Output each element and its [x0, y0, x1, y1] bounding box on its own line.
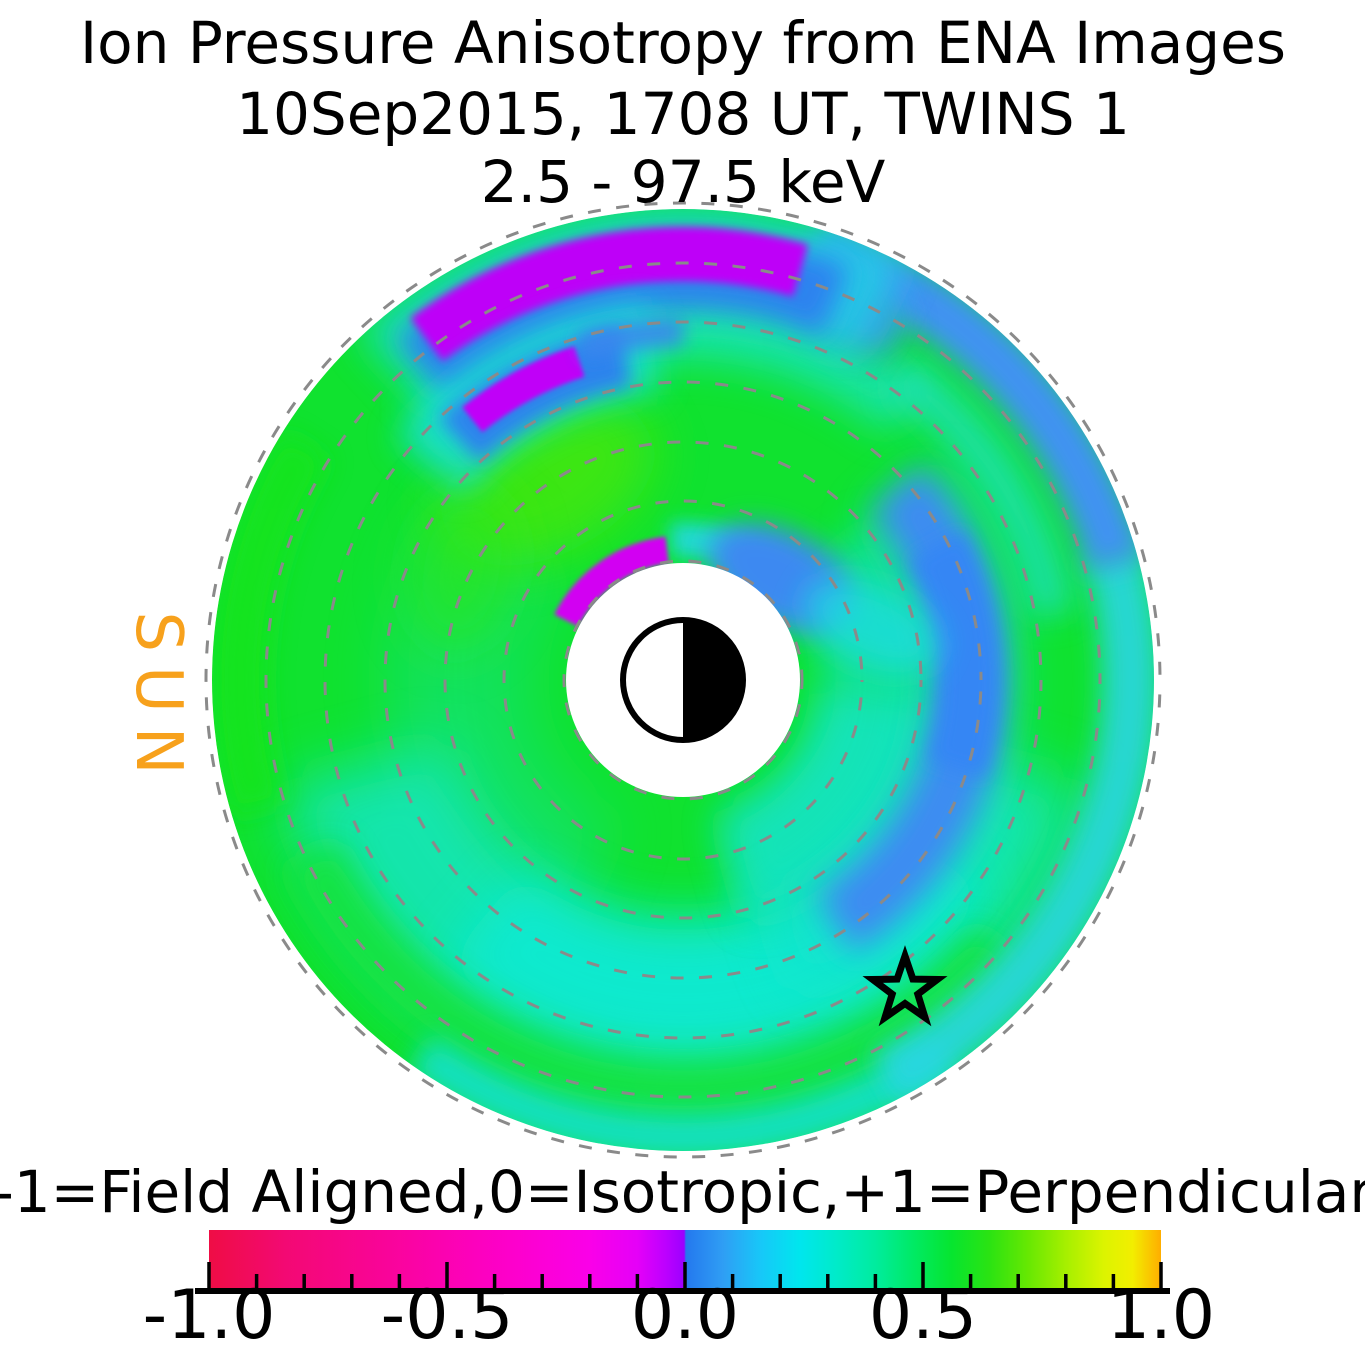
colorbar: -1.0 -0.5 0.0 0.5 1.0 [143, 1230, 1215, 1355]
tick-label-pos05: 0.5 [869, 1276, 977, 1355]
colorbar-tick-labels: -1.0 -0.5 0.0 0.5 1.0 [143, 1276, 1215, 1355]
colorbar-ticks [207, 1262, 1163, 1288]
title-line-2: 10Sep2015, 1708 UT, TWINS 1 [236, 80, 1130, 148]
tick-label-zero: 0.0 [631, 1276, 739, 1355]
dashed-grid-rings [204, 201, 1162, 1159]
anisotropy-map [212, 209, 1154, 1151]
sun-direction-label: SUN [121, 611, 195, 788]
tick-label-neg1: -1.0 [143, 1276, 276, 1355]
title-line-3: 2.5 - 97.5 keV [481, 148, 886, 216]
earth-symbol-icon [620, 617, 746, 743]
tick-label-neg05: -0.5 [381, 1276, 514, 1355]
title-line-1: Ion Pressure Anisotropy from ENA Images [80, 9, 1286, 77]
star-marker-icon [862, 945, 948, 1027]
tick-label-pos1: 1.0 [1107, 1276, 1215, 1355]
colorbar-caption: -1=Field Aligned,0=Isotropic,+1=Perpendi… [0, 1158, 1365, 1226]
